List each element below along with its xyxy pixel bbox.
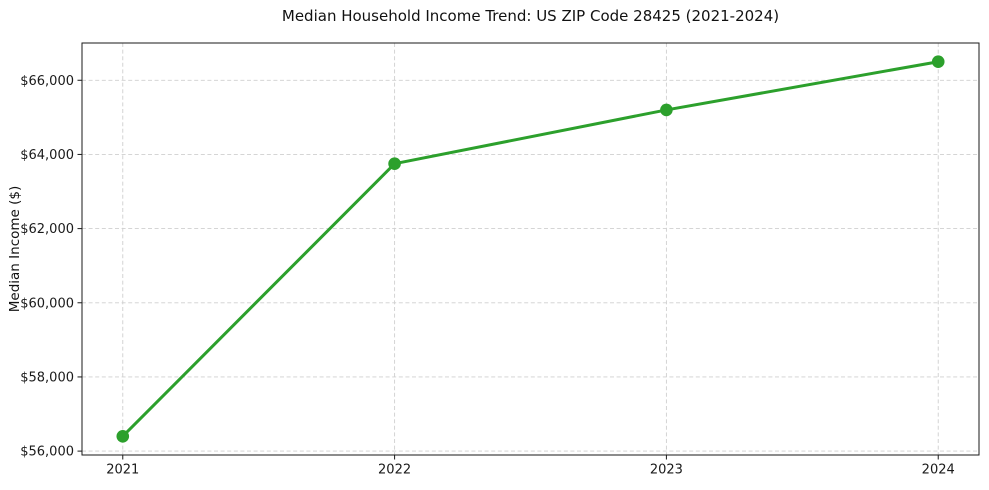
data-point-2023 xyxy=(660,103,673,117)
x-tick-label: 2024 xyxy=(922,463,955,478)
axes-frame xyxy=(81,42,980,456)
y-tick-label: $64,000 xyxy=(20,148,74,163)
y-tick-label: $66,000 xyxy=(20,74,74,89)
trend-line xyxy=(121,60,939,438)
x-tick-label: 2021 xyxy=(106,463,139,478)
y-tick-label: $56,000 xyxy=(20,445,74,460)
x-tick-label: 2022 xyxy=(378,463,411,478)
y-tick-label: $60,000 xyxy=(20,296,74,311)
data-point-2021 xyxy=(116,429,130,443)
data-point-2024 xyxy=(931,55,945,69)
x-tick-label: 2023 xyxy=(650,463,683,478)
y-tick-label: $62,000 xyxy=(20,222,74,237)
chart-title: Median Household Income Trend: US ZIP Co… xyxy=(281,7,780,25)
data-point-2022 xyxy=(388,157,401,171)
y-tick-label: $58,000 xyxy=(20,370,74,385)
